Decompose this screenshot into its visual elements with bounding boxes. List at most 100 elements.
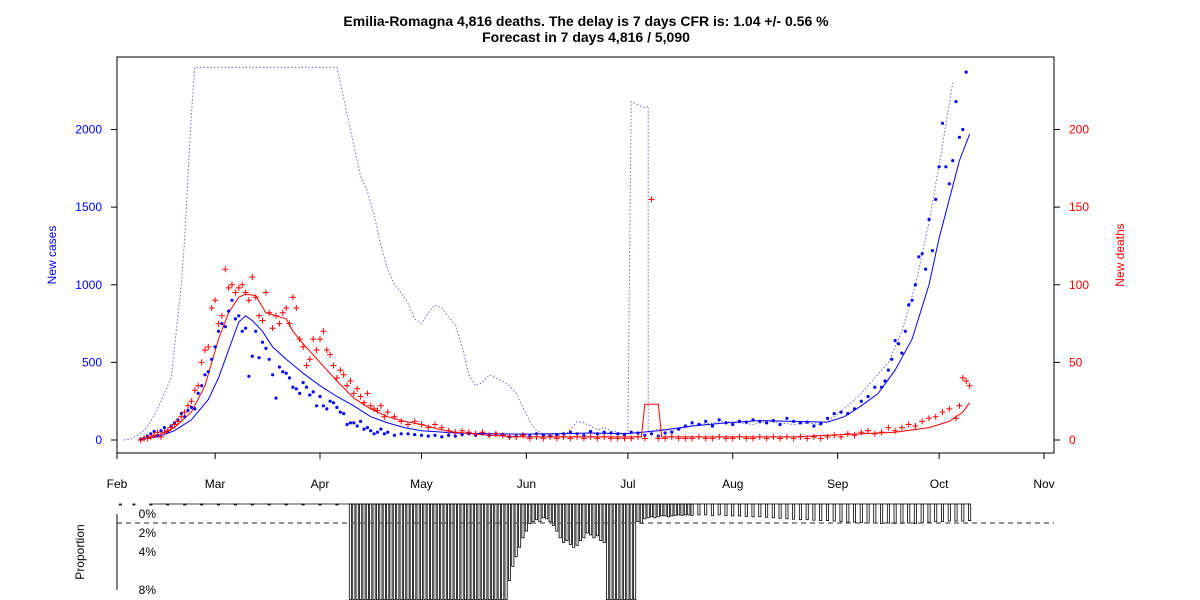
cases-smoothed-line — [140, 134, 971, 440]
case-point — [677, 427, 681, 431]
x-tick-label: Sep — [827, 477, 849, 491]
death-point — [147, 433, 154, 440]
proportion-bar — [961, 503, 965, 522]
case-point — [315, 404, 319, 408]
proportion-bar — [812, 503, 816, 521]
proportion-bar — [579, 503, 583, 541]
proportion-bar — [792, 503, 796, 520]
death-point — [371, 405, 378, 412]
death-point — [367, 402, 374, 409]
death-point — [144, 435, 151, 442]
case-point — [957, 135, 962, 139]
death-point — [202, 347, 208, 353]
case-point — [284, 371, 288, 375]
death-point — [259, 317, 266, 324]
case-point — [907, 303, 911, 307]
case-point — [298, 391, 302, 395]
death-point — [283, 305, 290, 311]
death-point — [218, 312, 225, 319]
death-point — [323, 347, 330, 353]
case-point — [419, 433, 424, 437]
proportion-bar — [656, 503, 660, 518]
proportion-bar — [710, 503, 714, 516]
proportion-bar — [389, 503, 393, 600]
case-point — [426, 434, 430, 438]
proportion-bar — [623, 503, 627, 600]
proportion-bar — [490, 503, 494, 600]
case-point — [186, 408, 190, 413]
case-point — [227, 309, 231, 313]
death-point — [398, 418, 405, 425]
death-point — [750, 435, 756, 442]
case-point — [582, 433, 586, 437]
proportion-bar — [541, 503, 545, 519]
proportion-bar — [785, 503, 789, 520]
proportion-bar — [355, 503, 359, 600]
case-point — [832, 412, 836, 416]
case-point — [792, 419, 796, 423]
death-point — [587, 433, 594, 440]
death-point — [337, 367, 344, 374]
case-point — [924, 267, 928, 271]
case-point — [886, 368, 891, 372]
death-point — [614, 435, 621, 442]
death-point — [137, 437, 144, 443]
proportion-bar — [443, 503, 447, 600]
x-tick-label: Feb — [107, 477, 128, 491]
proportion-bar — [436, 503, 440, 600]
proportion-bar — [504, 503, 508, 600]
proportion-bar — [409, 503, 413, 600]
death-point — [743, 435, 750, 442]
proportion-bar — [558, 503, 562, 539]
proportion-bar — [382, 503, 386, 600]
case-point — [663, 431, 667, 435]
death-point — [185, 402, 191, 409]
death-point — [459, 427, 466, 434]
death-point — [716, 433, 723, 440]
death-point — [276, 320, 283, 327]
case-point — [839, 410, 843, 414]
case-point — [338, 410, 342, 414]
x-tick-label: Aug — [722, 477, 743, 491]
case-point — [961, 127, 965, 132]
proportion-bar — [548, 503, 552, 523]
case-point — [917, 255, 921, 259]
proportion-bar — [778, 503, 782, 519]
case-point — [541, 433, 545, 437]
death-point — [736, 433, 743, 440]
case-point — [643, 433, 647, 437]
death-point — [553, 435, 560, 442]
proportion-bar — [379, 503, 383, 600]
proportion-bar — [606, 503, 610, 600]
proportion-bar — [477, 503, 481, 600]
case-point — [555, 433, 559, 437]
proportion-bar — [392, 503, 396, 600]
proportion-bar — [386, 503, 390, 600]
death-point — [327, 351, 334, 358]
case-point — [798, 421, 803, 425]
case-point — [460, 433, 464, 437]
case-point — [812, 424, 816, 428]
case-point — [951, 159, 955, 163]
proportion-bar — [480, 503, 484, 600]
proportion-bar — [484, 503, 488, 600]
death-point — [838, 433, 844, 440]
y-right-tick-label: 100 — [1069, 278, 1089, 292]
proportion-bar — [514, 503, 518, 558]
proportion-bar — [396, 503, 400, 600]
death-point — [262, 289, 269, 296]
proportion-bar — [565, 503, 569, 541]
case-point — [964, 70, 968, 74]
proportion-bar — [474, 503, 478, 600]
death-point — [953, 415, 959, 422]
case-point — [291, 385, 295, 389]
death-point — [844, 430, 851, 437]
case-point — [710, 424, 715, 428]
chart-title: Emilia-Romagna 4,816 deaths. The delay i… — [343, 13, 829, 29]
proportion-bar — [907, 503, 911, 524]
proportion-bar — [913, 503, 917, 524]
case-point — [369, 429, 373, 433]
case-point — [758, 419, 762, 423]
y-left-tick-label: 500 — [82, 355, 102, 369]
